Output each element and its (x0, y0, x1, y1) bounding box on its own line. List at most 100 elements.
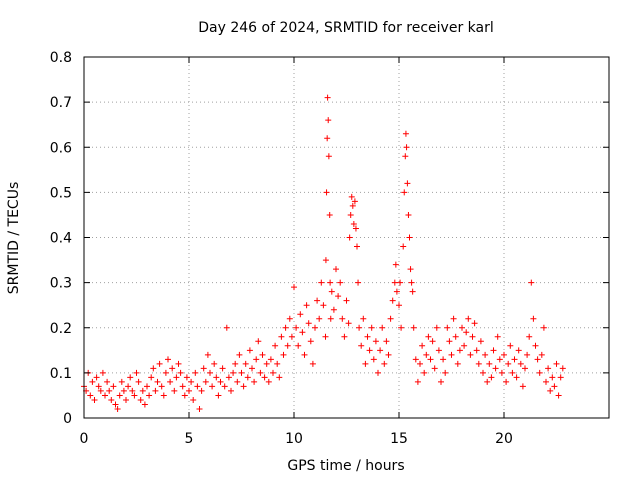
data-point (368, 324, 375, 331)
data-point (407, 266, 414, 273)
data-point (318, 279, 325, 286)
tick-labels: 0 0.1 0.2 0.3 0.4 0.5 0.6 0.7 0.8 0 5 10 15 20 (50, 50, 513, 447)
data-point (158, 383, 165, 390)
data-point (309, 360, 316, 367)
data-point (397, 279, 404, 286)
data-point (320, 302, 327, 309)
data-point (251, 378, 258, 385)
data-point (322, 257, 329, 264)
data-point (349, 202, 356, 209)
data-point (498, 369, 505, 376)
data-point (301, 351, 308, 358)
data-point (284, 342, 291, 349)
data-point (392, 261, 399, 268)
x-axis-label: GPS time / hours (287, 458, 404, 474)
data-point (207, 369, 213, 376)
data-point (341, 333, 348, 340)
data-point (559, 365, 566, 372)
data-point (417, 360, 423, 367)
data-point (515, 347, 522, 354)
x-tick-label: 15 (390, 431, 408, 447)
data-point (405, 211, 412, 218)
data-point (120, 387, 127, 394)
data-point (215, 392, 222, 399)
data-point (97, 387, 104, 394)
data-point (316, 315, 323, 322)
data-point (402, 153, 409, 160)
data-point (385, 351, 392, 358)
data-point (305, 320, 312, 327)
data-point (456, 347, 463, 354)
data-point (160, 392, 167, 399)
data-point (325, 117, 332, 124)
data-point (295, 342, 302, 349)
data-point (406, 234, 413, 241)
data-point (322, 333, 329, 340)
data-point (327, 279, 334, 286)
data-point (387, 315, 394, 322)
data-point (511, 356, 518, 363)
data-point (401, 189, 408, 196)
data-point (419, 342, 426, 349)
data-point (400, 243, 407, 250)
data-point (125, 383, 132, 390)
data-point (383, 338, 390, 345)
data-point (108, 396, 115, 403)
data-point (278, 333, 285, 340)
data-point (343, 297, 350, 304)
data-point (102, 392, 108, 399)
data-point (448, 351, 455, 358)
data-point (379, 324, 386, 331)
data-point (89, 378, 96, 385)
data-point (192, 369, 199, 376)
y-tick-label: 0.1 (50, 366, 72, 382)
data-point (196, 405, 203, 412)
data-point (433, 324, 440, 331)
data-point (217, 378, 224, 385)
y-tick-label: 0 (63, 411, 72, 427)
data-point (398, 324, 405, 331)
data-point (505, 360, 512, 367)
data-point (360, 315, 367, 322)
data-point (431, 365, 438, 372)
data-point (391, 279, 398, 286)
data-point (141, 401, 148, 408)
x-tick-label: 10 (285, 431, 303, 447)
data-point (144, 383, 150, 390)
data-point (282, 324, 289, 331)
data-point (540, 324, 547, 331)
data-point (190, 396, 197, 403)
data-point (452, 333, 459, 340)
data-point (123, 396, 129, 403)
data-point (116, 392, 123, 399)
data-point (293, 324, 300, 331)
x-tick-label: 20 (495, 431, 513, 447)
data-point (259, 351, 266, 358)
data-point (524, 351, 531, 358)
data-point (213, 374, 220, 381)
data-point (152, 387, 159, 394)
y-tick-label: 0.8 (50, 50, 72, 66)
data-point (547, 387, 554, 394)
data-point (106, 387, 113, 394)
data-point (230, 369, 237, 376)
data-point (312, 324, 318, 331)
data-point (339, 315, 346, 322)
y-tick-label: 0.4 (50, 231, 72, 247)
axis-ticks (83, 56, 609, 419)
data-point (165, 356, 171, 363)
data-point (204, 351, 211, 358)
data-point (389, 297, 396, 304)
data-point (402, 130, 409, 137)
data-point (314, 297, 321, 304)
data-point (421, 369, 428, 376)
data-point (517, 360, 524, 367)
data-point (188, 378, 195, 385)
x-tick-label: 5 (185, 431, 194, 447)
data-point (423, 351, 430, 358)
data-point (175, 360, 182, 367)
data-point (194, 383, 201, 390)
data-point (272, 342, 279, 349)
data-point (396, 302, 402, 309)
data-point (347, 211, 354, 218)
